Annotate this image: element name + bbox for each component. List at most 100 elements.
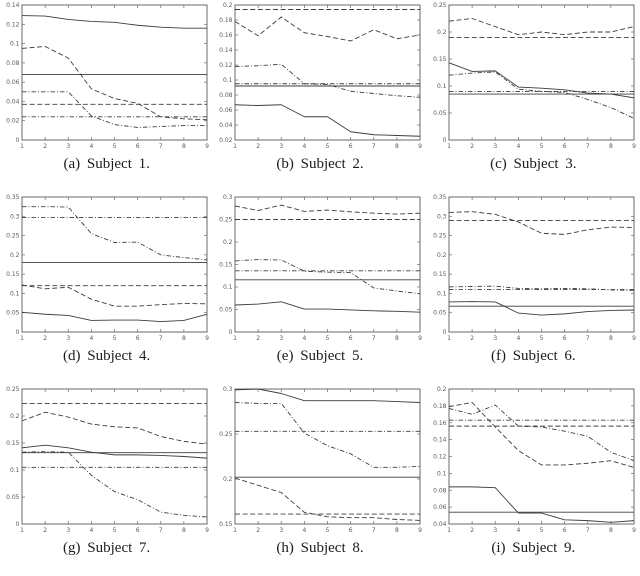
svg-text:4: 4 bbox=[303, 143, 307, 150]
svg-text:0.16: 0.16 bbox=[219, 32, 233, 39]
svg-text:0.1: 0.1 bbox=[10, 290, 20, 297]
svg-text:0.06: 0.06 bbox=[219, 107, 233, 114]
svg-text:0: 0 bbox=[16, 329, 20, 336]
svg-text:3: 3 bbox=[66, 527, 70, 534]
svg-text:1: 1 bbox=[20, 143, 24, 150]
svg-text:0.04: 0.04 bbox=[6, 98, 20, 105]
svg-text:8: 8 bbox=[609, 335, 613, 342]
subplot-subject-8: 1 2 3 4 5 6 7 8 9 0.15 0.2 0.25 0.3 (h) Subject 8. bbox=[213, 384, 426, 576]
svg-text:0.06: 0.06 bbox=[433, 504, 447, 511]
svg-text:8: 8 bbox=[395, 143, 399, 150]
svg-text:9: 9 bbox=[632, 527, 636, 534]
subplot-caption: (d) Subject 4. bbox=[63, 348, 151, 364]
svg-text:2: 2 bbox=[43, 335, 47, 342]
svg-text:0.15: 0.15 bbox=[219, 262, 233, 269]
svg-text:0.1: 0.1 bbox=[437, 470, 447, 477]
svg-text:7: 7 bbox=[372, 527, 376, 534]
svg-text:5: 5 bbox=[113, 143, 117, 150]
svg-text:0.1: 0.1 bbox=[223, 284, 233, 291]
chart-subject-6: 1 2 3 4 5 6 7 8 9 0 0.05 0.1 0.15 0.2 0.25 0.3 0.35 bbox=[433, 194, 636, 342]
svg-text:0.25: 0.25 bbox=[433, 233, 447, 240]
subplot-caption: (g) Subject 7. bbox=[63, 540, 151, 556]
svg-text:0.3: 0.3 bbox=[437, 213, 447, 220]
chart-subject-5: 1 2 3 4 5 6 7 8 9 0 0.05 0.1 0.15 0.2 0.25 0.3 bbox=[219, 194, 422, 342]
svg-text:7: 7 bbox=[585, 335, 589, 342]
svg-text:0.04: 0.04 bbox=[433, 521, 447, 528]
svg-text:0.35: 0.35 bbox=[6, 194, 20, 201]
svg-text:1: 1 bbox=[20, 335, 24, 342]
svg-text:7: 7 bbox=[585, 143, 589, 150]
svg-text:6: 6 bbox=[562, 143, 566, 150]
svg-text:2: 2 bbox=[257, 143, 261, 150]
svg-text:0: 0 bbox=[442, 137, 446, 144]
svg-text:8: 8 bbox=[609, 527, 613, 534]
svg-text:5: 5 bbox=[539, 335, 543, 342]
svg-text:0.25: 0.25 bbox=[433, 2, 447, 9]
subplot-caption: (h) Subject 8. bbox=[276, 540, 364, 556]
svg-text:8: 8 bbox=[182, 527, 186, 534]
svg-text:0.18: 0.18 bbox=[433, 403, 447, 410]
subplot-caption: (e) Subject 5. bbox=[276, 348, 364, 364]
svg-text:0.2: 0.2 bbox=[223, 239, 233, 246]
svg-text:0.2: 0.2 bbox=[437, 29, 447, 36]
svg-text:0.2: 0.2 bbox=[437, 252, 447, 259]
svg-text:0: 0 bbox=[16, 137, 20, 144]
subplot-subject-6: 1 2 3 4 5 6 7 8 9 0 0.05 0.1 0.15 0.2 0.25 0.3 0.35 (f) … bbox=[427, 192, 640, 384]
svg-text:0.2: 0.2 bbox=[10, 413, 20, 420]
svg-text:6: 6 bbox=[136, 143, 140, 150]
svg-text:6: 6 bbox=[349, 335, 353, 342]
svg-text:0.1: 0.1 bbox=[437, 83, 447, 90]
svg-text:8: 8 bbox=[182, 143, 186, 150]
svg-text:7: 7 bbox=[159, 335, 163, 342]
svg-text:0.02: 0.02 bbox=[6, 118, 20, 125]
svg-text:0.18: 0.18 bbox=[219, 17, 233, 24]
svg-text:1: 1 bbox=[447, 527, 451, 534]
svg-text:6: 6 bbox=[349, 143, 353, 150]
svg-text:0.12: 0.12 bbox=[219, 62, 233, 69]
svg-text:4: 4 bbox=[89, 143, 93, 150]
svg-text:0.1: 0.1 bbox=[223, 77, 233, 84]
svg-text:4: 4 bbox=[303, 527, 307, 534]
svg-text:0.2: 0.2 bbox=[223, 476, 233, 483]
svg-text:1: 1 bbox=[233, 143, 237, 150]
svg-text:0.15: 0.15 bbox=[433, 271, 447, 278]
svg-text:0.08: 0.08 bbox=[219, 92, 233, 99]
svg-text:0.14: 0.14 bbox=[6, 2, 20, 9]
subplot-subject-9: 1 2 3 4 5 6 7 8 9 0.04 0.06 0.08 0.1 0.12 0.14 0.16 0.18… bbox=[427, 384, 640, 576]
subplot-caption: (f) Subject 6. bbox=[490, 348, 576, 364]
svg-text:0.14: 0.14 bbox=[219, 47, 233, 54]
svg-text:0.35: 0.35 bbox=[433, 194, 447, 201]
subplot-subject-4: 1 2 3 4 5 6 7 8 9 0 0.05 0.1 0.15 0.2 0.25 0.3 0.35 (d) … bbox=[0, 192, 213, 384]
svg-text:1: 1 bbox=[447, 335, 451, 342]
svg-text:0.2: 0.2 bbox=[223, 2, 233, 9]
svg-text:3: 3 bbox=[280, 143, 284, 150]
svg-text:1: 1 bbox=[233, 335, 237, 342]
chart-subject-7: 1 2 3 4 5 6 7 8 9 0 0.05 0.1 0.15 0.2 0.25 bbox=[6, 386, 209, 534]
subplot-subject-3: 1 2 3 4 5 6 7 8 9 0 0.05 0.1 0.15 0.2 0.25 (c) Subject… bbox=[427, 0, 640, 192]
svg-text:2: 2 bbox=[257, 335, 261, 342]
svg-text:8: 8 bbox=[395, 527, 399, 534]
svg-text:9: 9 bbox=[632, 335, 636, 342]
svg-text:0.1: 0.1 bbox=[10, 41, 20, 48]
svg-text:0.3: 0.3 bbox=[223, 194, 233, 201]
svg-text:0.3: 0.3 bbox=[223, 386, 233, 393]
svg-text:0.14: 0.14 bbox=[433, 437, 447, 444]
svg-text:7: 7 bbox=[372, 143, 376, 150]
subplot-subject-7: 1 2 3 4 5 6 7 8 9 0 0.05 0.1 0.15 0.2 0.25 (g) Subject… bbox=[0, 384, 213, 576]
chart-subject-8: 1 2 3 4 5 6 7 8 9 0.15 0.2 0.25 0.3 bbox=[219, 386, 422, 534]
svg-text:0.2: 0.2 bbox=[10, 252, 20, 259]
svg-text:0.15: 0.15 bbox=[6, 440, 20, 447]
svg-text:0.15: 0.15 bbox=[219, 521, 233, 528]
svg-text:9: 9 bbox=[632, 143, 636, 150]
svg-text:0.16: 0.16 bbox=[433, 420, 447, 427]
subplot-caption: (a) Subject 1. bbox=[63, 156, 150, 172]
svg-text:5: 5 bbox=[113, 527, 117, 534]
svg-text:5: 5 bbox=[113, 335, 117, 342]
svg-text:4: 4 bbox=[516, 143, 520, 150]
svg-text:0.05: 0.05 bbox=[219, 307, 233, 314]
svg-text:8: 8 bbox=[182, 335, 186, 342]
svg-text:8: 8 bbox=[609, 143, 613, 150]
chart-subject-1: 1 2 3 4 5 6 7 8 9 0 0.02 0.04 0.06 0.08 0.1 0.12 0.14 bbox=[6, 2, 209, 150]
svg-text:4: 4 bbox=[303, 335, 307, 342]
svg-text:2: 2 bbox=[470, 143, 474, 150]
